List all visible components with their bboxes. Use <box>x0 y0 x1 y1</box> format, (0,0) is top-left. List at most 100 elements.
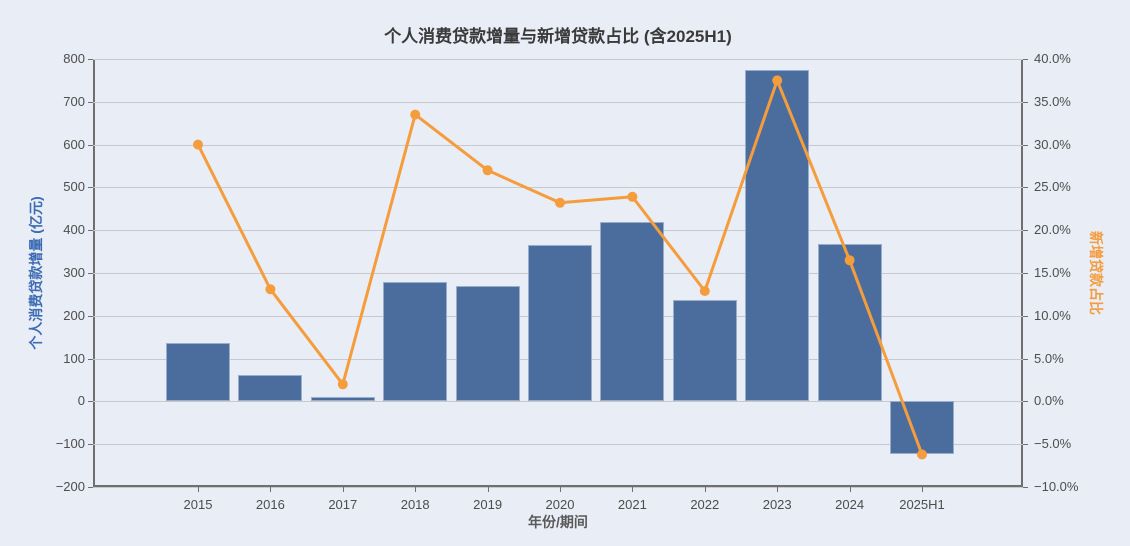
x-axis-tickmark <box>632 487 634 492</box>
x-axis-title: 年份/期间 <box>528 514 588 530</box>
right-ytick-label: 0.0% <box>1034 393 1064 409</box>
bar-2022 <box>672 299 737 402</box>
xtick-label-2024: 2024 <box>835 497 865 512</box>
left-ytick-label: 700 <box>63 93 85 109</box>
right-ytick-label: 5.0% <box>1034 350 1064 366</box>
right-axis-tickmark <box>1023 101 1028 103</box>
x-axis-tickmark <box>849 487 851 492</box>
right-ytick-label: −10.0% <box>1034 479 1079 494</box>
right-axis-tickmark <box>1023 230 1028 232</box>
line-marker-2018 <box>410 109 421 120</box>
right-ytick-label: 35.0% <box>1034 93 1071 109</box>
line-series-layer <box>193 75 927 460</box>
x-axis-tickmark <box>777 487 779 492</box>
left-axis-tickmark <box>88 101 93 103</box>
bottom-axis-spine <box>93 485 1023 487</box>
left-axis-tickmark <box>88 315 93 317</box>
right-ytick-label: 15.0% <box>1034 265 1071 280</box>
right-axis-tickmark <box>1023 187 1028 189</box>
left-ytick-label: 200 <box>63 307 85 323</box>
gridline <box>93 444 1023 446</box>
left-ytick-label: 0 <box>77 393 85 409</box>
left-ytick-label: 100 <box>63 350 85 366</box>
right-axis-tickmark <box>1023 487 1028 488</box>
right-ytick-label: −5.0% <box>1034 436 1072 452</box>
right-ytick-label: 30.0% <box>1034 136 1071 152</box>
gridline <box>93 59 1023 60</box>
xtick-label-2017: 2017 <box>328 497 358 512</box>
left-axis-tickmark <box>88 230 93 232</box>
right-ytick-label: 10.0% <box>1034 307 1071 323</box>
left-axis-tickmark <box>88 273 93 274</box>
right-axis-tickmark <box>1023 444 1028 446</box>
xtick-label-2023: 2023 <box>762 497 792 512</box>
bar-2015 <box>166 342 230 402</box>
xtick-label-2025H1: 2025H1 <box>899 497 945 512</box>
bar-2023 <box>745 69 810 402</box>
x-axis-tickmark <box>922 487 923 492</box>
line-marker-2024 <box>844 255 855 266</box>
bar-2017 <box>310 396 375 402</box>
right-ytick-label: 25.0% <box>1034 179 1071 195</box>
x-axis-tickmark <box>560 487 561 492</box>
left-axis-tickmark <box>88 487 93 488</box>
xtick-label-2016: 2016 <box>255 497 285 512</box>
x-axis-tickmark <box>342 487 344 492</box>
xtick-label-2022: 2022 <box>690 497 720 512</box>
gridline <box>93 230 1023 232</box>
line-marker-2020 <box>555 197 565 208</box>
line-marker-2016 <box>265 284 276 295</box>
bar-2025H1 <box>890 401 954 455</box>
bar-2024 <box>817 244 882 402</box>
line-marker-2015 <box>193 139 203 150</box>
line-marker-2023 <box>772 75 783 86</box>
left-ytick-label: 800 <box>63 51 85 66</box>
line-marker-2021 <box>627 191 638 202</box>
x-axis-tickmark <box>704 487 706 492</box>
chart-title: 个人消费贷款增量与新增贷款占比 (含2025H1) <box>384 27 732 46</box>
left-ytick-label: 300 <box>63 265 85 280</box>
right-axis-tickmark <box>1023 358 1028 360</box>
line-series-path <box>196 78 924 456</box>
right-axis-tickmark <box>1023 273 1028 274</box>
line-marker-2025H1 <box>917 449 927 460</box>
right-axis-tickmark <box>1023 315 1028 317</box>
x-axis-tickmark <box>415 487 417 492</box>
gridline <box>93 401 1023 403</box>
left-ytick-label: 500 <box>63 179 85 195</box>
line-marker-2019 <box>482 165 493 176</box>
left-axis-tickmark <box>88 59 93 60</box>
left-ytick-label: 600 <box>63 136 85 152</box>
left-ytick-label: −100 <box>55 436 85 452</box>
gridline <box>93 101 1023 103</box>
xtick-label-2020: 2020 <box>545 497 575 512</box>
xtick-label-2019: 2019 <box>473 497 503 512</box>
gridline <box>93 144 1023 146</box>
left-axis-tickmark <box>88 444 93 446</box>
bar-2019 <box>455 285 520 402</box>
gridline <box>93 487 1023 488</box>
line-marker-2022 <box>699 286 710 296</box>
line-marker-2017 <box>337 379 348 390</box>
left-ytick-label: 400 <box>63 222 85 238</box>
x-axis-tickmark <box>487 487 489 492</box>
x-axis-tickmark <box>198 487 199 492</box>
gridline <box>93 187 1023 189</box>
right-axis-tickmark <box>1023 59 1028 60</box>
left-axis-tickmark <box>88 358 93 360</box>
bar-2021 <box>600 222 665 402</box>
right-ytick-label: 20.0% <box>1034 222 1071 238</box>
right-axis-tickmark <box>1023 144 1028 146</box>
xtick-label-2021: 2021 <box>617 497 647 512</box>
xtick-label-2018: 2018 <box>400 497 430 512</box>
left-ytick-label: −200 <box>55 479 85 494</box>
bar-2020 <box>528 245 592 402</box>
bar-2018 <box>383 282 448 402</box>
left-axis-tickmark <box>88 401 93 403</box>
left-axis-tickmark <box>88 144 93 146</box>
right-ytick-label: 40.0% <box>1034 51 1071 66</box>
x-axis-tickmark <box>270 487 272 492</box>
left-axis-tickmark <box>88 187 93 189</box>
plot-area <box>93 59 1023 488</box>
